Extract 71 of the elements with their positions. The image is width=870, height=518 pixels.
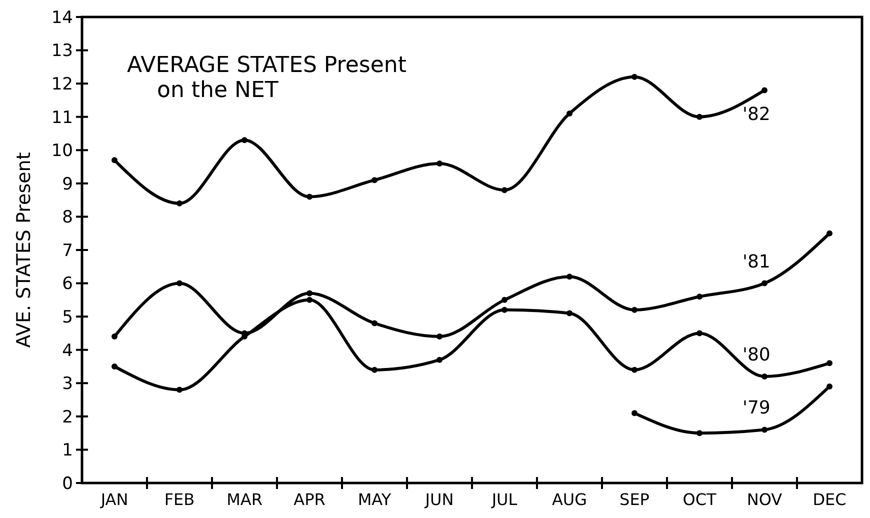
series-label: '81 — [742, 251, 770, 272]
point — [696, 114, 702, 120]
x-tick-label: MAY — [358, 490, 392, 509]
point — [306, 290, 312, 296]
point — [762, 373, 768, 380]
point — [632, 410, 638, 416]
y-tick-label: 13 — [51, 41, 73, 62]
point — [826, 230, 832, 236]
point — [176, 386, 182, 393]
point — [306, 296, 312, 303]
x-tick-label: APR — [294, 490, 326, 509]
point — [436, 356, 442, 363]
x-tick-label: DEC — [812, 490, 846, 509]
series-label: '80 — [742, 344, 770, 366]
y-tick-label: 9 — [62, 174, 73, 194]
point — [112, 334, 118, 340]
point — [242, 137, 248, 144]
point — [176, 280, 182, 286]
x-tick-label: SEP — [620, 490, 650, 509]
point — [762, 87, 768, 94]
y-tick-label: 12 — [51, 74, 73, 95]
text: AVERAGE STATES Present — [127, 53, 407, 78]
point — [696, 430, 702, 436]
text: on the NET — [157, 78, 279, 103]
x-tick-label: FEB — [164, 490, 195, 509]
y-tick-label: 14 — [51, 8, 73, 28]
y-tick-label: 0 — [62, 474, 73, 494]
point — [762, 280, 768, 286]
series-label: '79 — [742, 398, 770, 419]
y-tick-label: 3 — [62, 374, 73, 394]
point — [112, 364, 118, 370]
y-tick-label: 11 — [51, 108, 73, 128]
y-tick-label: 2 — [62, 407, 73, 428]
y-tick-label: 5 — [62, 308, 73, 328]
point — [566, 310, 572, 316]
point — [176, 200, 182, 206]
point — [696, 294, 702, 300]
y-tick-label: 7 — [62, 240, 73, 261]
point — [436, 160, 442, 166]
series-label: '82 — [742, 104, 770, 126]
point — [566, 274, 572, 280]
point — [502, 296, 508, 303]
x-tick-label: JAN — [100, 490, 128, 509]
point — [502, 306, 508, 313]
x-tick-label: JUL — [490, 490, 518, 509]
y-tick-label: 8 — [62, 208, 73, 228]
point — [826, 383, 832, 390]
point — [502, 187, 508, 194]
x-tick-label: NOV — [746, 490, 782, 509]
point — [632, 366, 638, 373]
x-tick-label: AUG — [552, 490, 588, 509]
point — [306, 194, 312, 200]
y-tick-label: 1 — [62, 440, 73, 461]
point — [826, 360, 832, 366]
point — [372, 320, 378, 326]
point — [696, 330, 702, 336]
y-tick-label: 4 — [62, 340, 73, 361]
point — [566, 110, 572, 117]
y-tick-label: 6 — [62, 274, 73, 294]
y-tick-label: 10 — [51, 141, 73, 162]
point — [372, 366, 378, 373]
point — [372, 177, 378, 184]
point — [762, 426, 768, 433]
point — [436, 334, 442, 340]
x-tick-label: OCT — [682, 490, 716, 509]
x-tick-label: MAR — [226, 490, 262, 509]
point — [632, 306, 638, 313]
x-tick-label: JUN — [424, 490, 454, 509]
y-axis-title: AVE. STATES Present — [13, 152, 35, 348]
point — [632, 74, 638, 80]
point — [112, 157, 118, 164]
